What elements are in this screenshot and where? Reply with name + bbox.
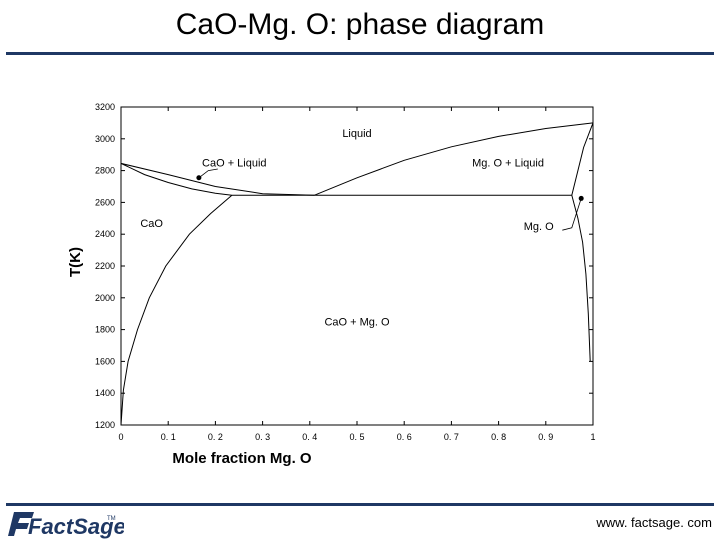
y-tick-label: 1400	[95, 388, 115, 398]
y-tick-label: 1800	[95, 325, 115, 335]
y-tick-label: 3000	[95, 134, 115, 144]
x-tick-label: 0. 5	[349, 432, 364, 442]
y-axis-label: T(K)	[67, 247, 84, 277]
y-tick-label: 2600	[95, 197, 115, 207]
x-tick-label: 1	[590, 432, 595, 442]
title-divider	[6, 52, 714, 55]
y-tick-label: 2000	[95, 293, 115, 303]
factsage-logo-tm: TM	[107, 516, 116, 522]
label-cao: CaO	[140, 218, 163, 230]
y-tick-label: 1200	[95, 420, 115, 430]
factsage-logo-icon: FactSage TM	[8, 512, 126, 539]
y-tick-label: 2200	[95, 261, 115, 271]
factsage-logo: FactSage TM	[4, 506, 126, 545]
label-mgo: Mg. O	[524, 221, 554, 233]
y-tick-label: 2400	[95, 229, 115, 239]
x-tick-label: 0. 6	[397, 432, 412, 442]
footer-divider	[6, 503, 714, 506]
x-tick-label: 0. 8	[491, 432, 506, 442]
x-tick-label: 0. 1	[161, 432, 176, 442]
dot-cao-liquid	[196, 175, 202, 181]
label-cao-liquid: CaO + Liquid	[202, 158, 267, 170]
x-tick-label: 0. 9	[538, 432, 553, 442]
phase-boundary-solvus-mgo	[571, 195, 591, 362]
footer-url[interactable]: www. factsage. com	[596, 515, 712, 530]
y-tick-label: 3200	[95, 102, 115, 112]
label-mgo-liquid: Mg. O + Liquid	[472, 158, 544, 170]
x-tick-label: 0. 2	[208, 432, 223, 442]
dot-mgo	[578, 195, 584, 201]
phase-boundary-liquidus-cao	[120, 162, 315, 196]
y-tick-label: 2800	[95, 166, 115, 176]
y-tick-label: 1600	[95, 356, 115, 366]
plot-frame	[120, 106, 594, 426]
x-tick-label: 0. 3	[255, 432, 270, 442]
phase-boundary-solidus-cao-liquid	[120, 162, 232, 196]
x-tick-label: 0	[118, 432, 123, 442]
x-tick-label: 0. 7	[444, 432, 459, 442]
phase-boundary-solidus-mgo-liquid	[571, 122, 594, 196]
leader-cao-liquid	[198, 168, 218, 179]
x-tick-label: 0. 4	[302, 432, 317, 442]
label-cao-mgo: CaO + Mg. O	[324, 317, 390, 329]
slide-title: CaO-Mg. O: phase diagram	[175, 8, 545, 41]
x-axis-label: Mole fraction Mg. O	[172, 450, 312, 467]
phase-boundary-solvus-cao	[120, 194, 233, 426]
leader-mgo	[562, 198, 582, 231]
label-liquid: Liquid	[342, 128, 371, 140]
phase-boundary-liquidus-mgo	[314, 122, 594, 196]
factsage-logo-text: FactSage	[28, 514, 124, 539]
